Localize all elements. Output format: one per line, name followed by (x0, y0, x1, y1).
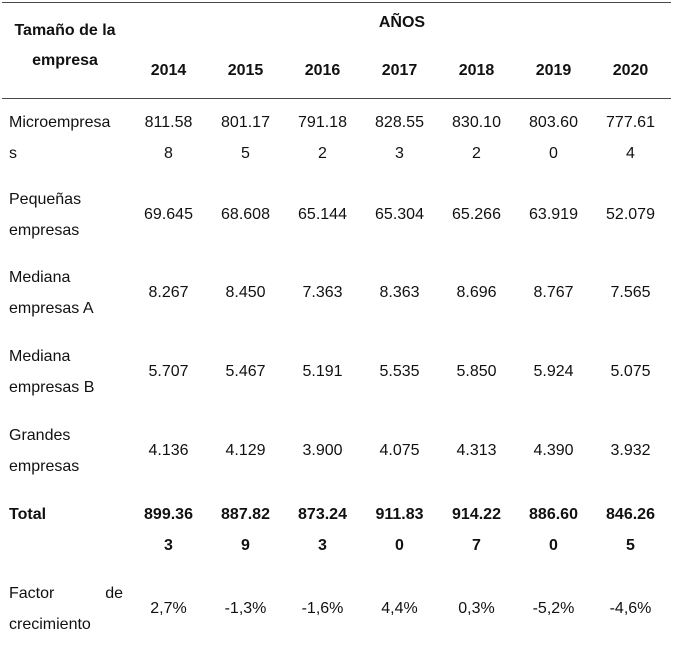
cell-value: 791.18 2 (298, 114, 347, 162)
cell-value: 914.22 7 (452, 506, 501, 554)
cell-value: 911.83 0 (375, 506, 424, 554)
row-label: Total (9, 506, 47, 523)
cell-value: 846.26 5 (606, 506, 655, 554)
cell-value: 0,3% (458, 600, 495, 617)
cell-value: 2,7% (150, 600, 187, 617)
company-size-header-line2: empresa (32, 52, 98, 69)
cell-value: -4,6% (609, 600, 652, 617)
cell-value: 5.924 (533, 363, 574, 380)
year-header-2015: 2015 (227, 62, 264, 79)
cell-value: 65.266 (452, 206, 501, 223)
company-size-header: Tamaño de la empresa (2, 16, 128, 76)
cell-value: 5.075 (610, 363, 651, 380)
cell-value: 8.767 (533, 284, 574, 301)
cell-value: 3.932 (610, 442, 651, 459)
company-size-header-line1: Tamaño de la (14, 22, 116, 39)
cell-value: 68.608 (221, 206, 270, 223)
row-label: Microempresa s (9, 114, 111, 162)
cell-value: 4.313 (456, 442, 497, 459)
cell-value: 63.919 (529, 206, 578, 223)
row-label: Mediana empresas A (9, 269, 94, 317)
cell-value: 4.129 (225, 442, 266, 459)
cell-value: 830.10 2 (452, 114, 501, 162)
cell-value: 887.82 9 (221, 506, 270, 554)
row-label: Pequeñas empresas (9, 191, 82, 239)
cell-value: 5.850 (456, 363, 497, 380)
cell-value: 4,4% (381, 600, 418, 617)
year-header-2018: 2018 (458, 62, 495, 79)
year-header-2020: 2020 (612, 62, 649, 79)
cell-value: 5.707 (148, 363, 189, 380)
cell-value: 886.60 0 (529, 506, 578, 554)
cell-value: 3.900 (302, 442, 343, 459)
cell-value: -1,6% (301, 600, 344, 617)
cell-value: 69.645 (144, 206, 193, 223)
cell-value: 52.079 (606, 206, 655, 223)
row-label: Factor de crecimiento (9, 585, 123, 633)
cell-value: 5.535 (379, 363, 420, 380)
cell-value: 65.144 (298, 206, 347, 223)
cell-value: 5.467 (225, 363, 266, 380)
cell-value: 4.390 (533, 442, 574, 459)
cell-value: -5,2% (532, 600, 575, 617)
cell-value: 811.58 8 (144, 114, 193, 162)
cell-value: -1,3% (224, 600, 267, 617)
year-header-2014: 2014 (150, 62, 187, 79)
cell-value: 65.304 (375, 206, 424, 223)
year-header-2017: 2017 (381, 62, 418, 79)
cell-value: 777.61 4 (606, 114, 655, 162)
header-bottom-rule (2, 98, 671, 99)
cell-value: 8.696 (456, 284, 497, 301)
year-header-2019: 2019 (535, 62, 572, 79)
cell-value: 803.60 0 (529, 114, 578, 162)
years-group-header: AÑOS (378, 14, 426, 31)
cell-value: 801.17 5 (221, 114, 270, 162)
cell-value: 8.267 (148, 284, 189, 301)
row-label: Grandes empresas (9, 427, 80, 475)
cell-value: 873.24 3 (298, 506, 347, 554)
table-top-rule (2, 2, 671, 3)
row-label: Mediana empresas B (9, 348, 95, 396)
cell-value: 8.450 (225, 284, 266, 301)
cell-value: 4.136 (148, 442, 189, 459)
year-header-2016: 2016 (304, 62, 341, 79)
cell-value: 7.565 (610, 284, 651, 301)
cell-value: 7.363 (302, 284, 343, 301)
cell-value: 4.075 (379, 442, 420, 459)
cell-value: 828.55 3 (375, 114, 424, 162)
cell-value: 5.191 (302, 363, 343, 380)
cell-value: 899.36 3 (144, 506, 193, 554)
cell-value: 8.363 (379, 284, 420, 301)
